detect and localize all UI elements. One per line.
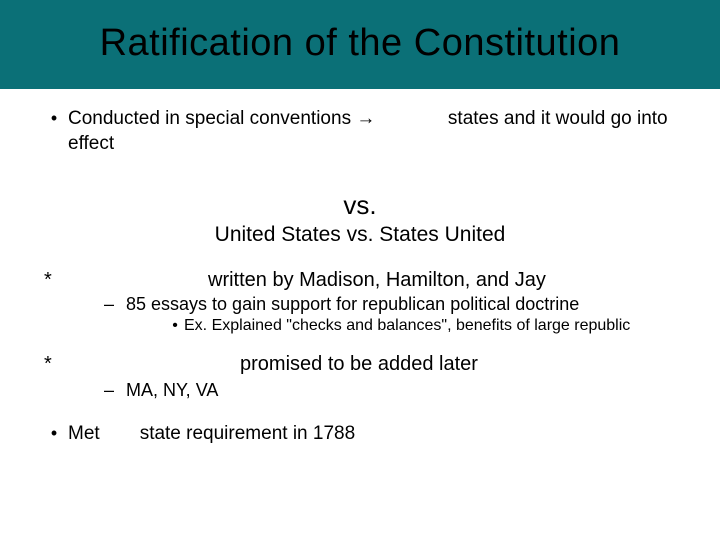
bullet-marker: •: [40, 107, 68, 130]
final-text: Met state requirement in 1788: [68, 423, 680, 445]
sub-sub-bullet-1-text: Ex. Explained "checks and balances", ben…: [184, 317, 680, 335]
sub-bullet-marker: •: [166, 317, 184, 335]
bullet-item-1: • Conducted in special conventions → sta…: [40, 107, 680, 156]
final-text-a: Met: [68, 423, 100, 444]
bullet-text: Conducted in special conventions → state…: [68, 107, 680, 156]
asterisk-item-1: * written by Madison, Hamilton, and Jay: [40, 269, 680, 292]
sub-bullet-2: – MA, NY, VA: [40, 380, 680, 401]
bullet-marker: •: [40, 423, 68, 444]
slide-content: • Conducted in special conventions → sta…: [0, 89, 720, 445]
dash-marker: –: [104, 294, 126, 315]
asterisk-marker: *: [40, 269, 68, 292]
asterisk-marker: *: [40, 353, 68, 376]
slide-title: Ratification of the Constitution: [0, 22, 720, 65]
bullet-text-part-a: Conducted in special conventions →: [68, 108, 375, 129]
sub-bullet-1: – 85 essays to gain support for republic…: [40, 294, 680, 315]
title-bar: Ratification of the Constitution: [0, 0, 720, 89]
dash-marker: –: [104, 380, 126, 401]
bullet-item-final: • Met state requirement in 1788: [40, 423, 680, 445]
asterisk-item-2: * promised to be added later: [40, 353, 680, 376]
final-text-b: state requirement in 1788: [140, 423, 355, 444]
sub-bullet-2-text: MA, NY, VA: [126, 380, 680, 401]
asterisk-text-2: promised to be added later: [68, 353, 680, 376]
sub-bullet-1-text: 85 essays to gain support for republican…: [126, 294, 680, 315]
bullet-text-part-c: effect: [68, 133, 114, 154]
sub-sub-bullet-1: • Ex. Explained "checks and balances", b…: [40, 317, 680, 335]
asterisk-text-1: written by Madison, Hamilton, and Jay: [68, 269, 680, 292]
subtitle: United States vs. States United: [40, 223, 680, 247]
vs-heading: vs.: [40, 190, 680, 221]
bullet-text-part-b: states and it would go into: [448, 108, 668, 129]
